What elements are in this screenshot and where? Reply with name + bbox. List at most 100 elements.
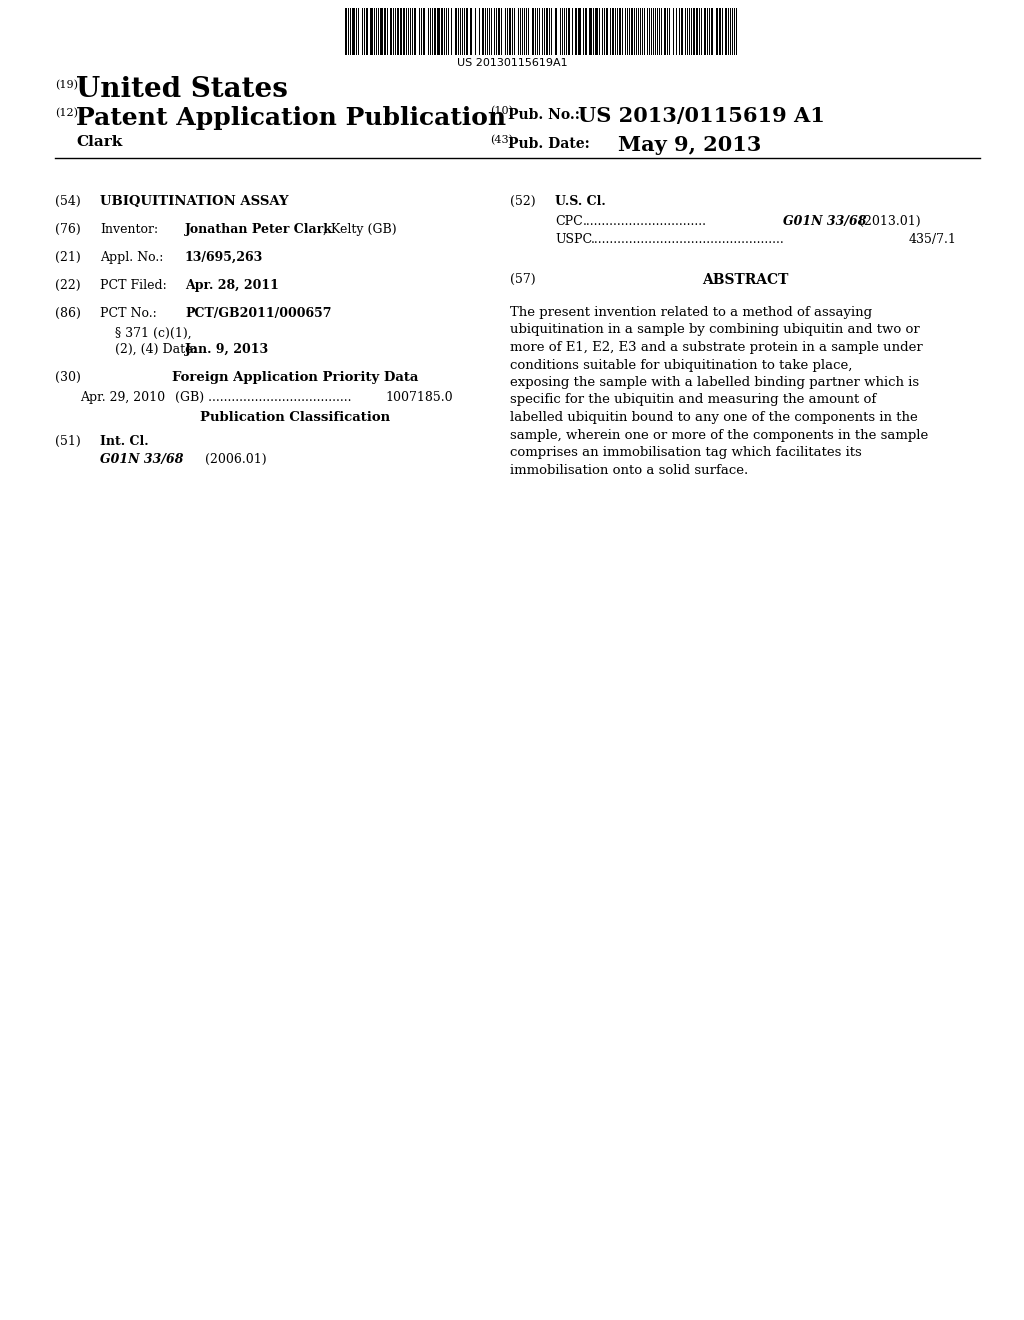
Bar (384, 8, 386, 55)
Text: G01N 33/68: G01N 33/68 (783, 215, 866, 228)
Text: Int. Cl.: Int. Cl. (100, 436, 148, 447)
Bar (380, 8, 383, 55)
Text: (10): (10) (490, 106, 513, 116)
Bar (414, 8, 416, 55)
Text: Pub. Date:: Pub. Date: (508, 137, 590, 150)
Text: exposing the sample with a labelled binding partner which is: exposing the sample with a labelled bind… (510, 376, 920, 389)
Text: May 9, 2013: May 9, 2013 (618, 135, 762, 154)
Bar (664, 8, 666, 55)
Text: Clark: Clark (76, 135, 122, 149)
Text: (57): (57) (510, 273, 536, 286)
Bar (589, 8, 592, 55)
Bar (400, 8, 402, 55)
Text: (12): (12) (55, 108, 78, 119)
Text: sample, wherein one or more of the components in the sample: sample, wherein one or more of the compo… (510, 429, 928, 441)
Bar (470, 8, 472, 55)
Bar (403, 8, 406, 55)
Bar (711, 8, 713, 55)
Bar (719, 8, 721, 55)
Text: 435/7.1: 435/7.1 (909, 234, 956, 246)
Bar (455, 8, 457, 55)
Text: U.S. Cl.: U.S. Cl. (555, 195, 606, 209)
Bar (693, 8, 695, 55)
Text: Patent Application Publication: Patent Application Publication (76, 106, 506, 129)
Bar (423, 8, 425, 55)
Bar (681, 8, 683, 55)
Text: USPC: USPC (555, 234, 592, 246)
Text: specific for the ubiquitin and measuring the amount of: specific for the ubiquitin and measuring… (510, 393, 877, 407)
Bar (466, 8, 468, 55)
Bar (366, 8, 368, 55)
Bar (612, 8, 614, 55)
Text: PCT Filed:: PCT Filed: (100, 279, 167, 292)
Bar (606, 8, 608, 55)
Text: Inventor:: Inventor: (100, 223, 158, 236)
Bar (482, 8, 484, 55)
Text: ..................................................: ........................................… (591, 234, 784, 246)
Text: , Kelty (GB): , Kelty (GB) (323, 223, 396, 236)
Text: Appl. No.:: Appl. No.: (100, 251, 164, 264)
Bar (585, 8, 587, 55)
Bar (498, 8, 500, 55)
Text: (30): (30) (55, 371, 81, 384)
Text: (19): (19) (55, 81, 78, 90)
Text: (21): (21) (55, 251, 81, 264)
Text: US 2013/0115619 A1: US 2013/0115619 A1 (578, 106, 825, 125)
Text: ................................: ................................ (583, 215, 707, 228)
Text: (54): (54) (55, 195, 81, 209)
Text: comprises an immobilisation tag which facilitates its: comprises an immobilisation tag which fa… (510, 446, 862, 459)
Bar (441, 8, 443, 55)
Text: (GB) .....................................: (GB) ...................................… (175, 391, 351, 404)
Bar (578, 8, 581, 55)
Text: PCT No.:: PCT No.: (100, 308, 157, 319)
Bar (546, 8, 548, 55)
Text: labelled ubiquitin bound to any one of the components in the: labelled ubiquitin bound to any one of t… (510, 411, 918, 424)
Text: (51): (51) (55, 436, 81, 447)
Text: (43): (43) (490, 135, 513, 145)
Bar (696, 8, 698, 55)
Bar (555, 8, 557, 55)
Text: (2), (4) Date:: (2), (4) Date: (115, 343, 197, 356)
Text: United States: United States (76, 77, 288, 103)
Bar (716, 8, 718, 55)
Text: (86): (86) (55, 308, 81, 319)
Text: (52): (52) (510, 195, 536, 209)
Text: ABSTRACT: ABSTRACT (701, 273, 788, 286)
Text: CPC: CPC (555, 215, 583, 228)
Text: US 20130115619A1: US 20130115619A1 (457, 58, 567, 69)
Bar (568, 8, 570, 55)
Bar (618, 8, 621, 55)
Bar (509, 8, 511, 55)
Bar (370, 8, 373, 55)
Bar (575, 8, 577, 55)
Text: Jonathan Peter Clark: Jonathan Peter Clark (185, 223, 333, 236)
Text: (2006.01): (2006.01) (205, 453, 266, 466)
Text: G01N 33/68: G01N 33/68 (100, 453, 183, 466)
Text: (22): (22) (55, 279, 81, 292)
Bar (631, 8, 633, 55)
Text: Apr. 29, 2010: Apr. 29, 2010 (80, 391, 165, 404)
Text: more of E1, E2, E3 and a substrate protein in a sample under: more of E1, E2, E3 and a substrate prote… (510, 341, 923, 354)
Text: § 371 (c)(1),: § 371 (c)(1), (115, 327, 191, 341)
Text: 13/695,263: 13/695,263 (185, 251, 263, 264)
Bar (345, 8, 347, 55)
Text: conditions suitable for ubiquitination to take place,: conditions suitable for ubiquitination t… (510, 359, 852, 371)
Bar (352, 8, 355, 55)
Text: The present invention related to a method of assaying: The present invention related to a metho… (510, 306, 872, 319)
Bar (437, 8, 440, 55)
Text: Foreign Application Priority Data: Foreign Application Priority Data (172, 371, 418, 384)
Bar (532, 8, 534, 55)
Text: (2013.01): (2013.01) (855, 215, 921, 228)
Bar (390, 8, 392, 55)
Bar (705, 8, 706, 55)
Bar (725, 8, 727, 55)
Text: 1007185.0: 1007185.0 (385, 391, 453, 404)
Text: immobilisation onto a solid surface.: immobilisation onto a solid surface. (510, 463, 749, 477)
Text: Pub. No.:: Pub. No.: (508, 108, 580, 121)
Bar (595, 8, 598, 55)
Text: (76): (76) (55, 223, 81, 236)
Text: UBIQUITINATION ASSAY: UBIQUITINATION ASSAY (100, 195, 289, 209)
Text: PCT/GB2011/000657: PCT/GB2011/000657 (185, 308, 332, 319)
Text: Jan. 9, 2013: Jan. 9, 2013 (185, 343, 269, 356)
Bar (397, 8, 399, 55)
